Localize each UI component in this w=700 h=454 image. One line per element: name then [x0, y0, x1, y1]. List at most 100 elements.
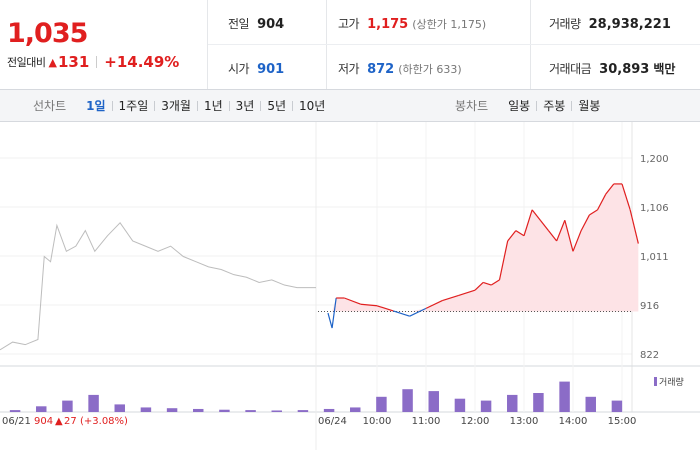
candle-chart-title: 봉차트 [455, 99, 489, 113]
price-chart: 1,200 1,106 1,011 916 822 거래량 06/21 904 ▲ 27 (+3.0… [0, 122, 700, 450]
x-time-label: 12:00 [461, 416, 490, 427]
line-chart-periods: 선차트 1일 1주일 3개월 1년 3년 5년 10년 [33, 90, 331, 121]
volume-bar [193, 408, 204, 412]
prev-day-line [0, 222, 316, 351]
price-line-segment [425, 300, 443, 309]
change-amount: 131 [57, 53, 90, 71]
volume-bar [376, 396, 387, 412]
prev-day-close: 904 [34, 416, 53, 427]
price-line-segment [360, 303, 378, 307]
volume-bar [559, 381, 570, 412]
open-stat: 시가 901 [228, 60, 284, 77]
prev-day-percent: (+3.08%) [80, 416, 128, 427]
x-time-label: 13:00 [510, 416, 539, 427]
price-line-segment [458, 289, 476, 296]
x-time-label: 15:00 [608, 416, 637, 427]
open-value: 901 [257, 62, 285, 77]
candle-tab-1[interactable]: 주봉 [543, 99, 566, 113]
divider [96, 56, 98, 68]
divider [111, 100, 113, 111]
change-percent: +14.49% [104, 53, 180, 71]
quote-header: 1,035 전일대비 ▲ 131 +14.49% 전일 904 시가 901 고… [0, 0, 700, 90]
chart-toolbar: 선차트 1일 1주일 3개월 1년 3년 5년 10년 봉차트 일봉 주봉 월봉 [0, 90, 700, 122]
amount-stat: 거래대금 30,893 백만 [549, 60, 675, 77]
period-tab-0[interactable]: 1일 [86, 99, 106, 113]
volume-bar [9, 410, 21, 412]
price-line-segment [393, 310, 410, 317]
volume-bar [402, 389, 413, 412]
volume-bar [454, 398, 466, 412]
price-line-segment [344, 297, 361, 305]
price-line-segment [572, 230, 582, 252]
price-line-segment [523, 209, 533, 236]
candle-tab-0[interactable]: 일봉 [508, 99, 531, 113]
divider [208, 44, 700, 45]
price-line-segment [589, 209, 598, 216]
period-tab-1[interactable]: 1주일 [118, 99, 149, 113]
volume-bar [323, 408, 335, 412]
up-triangle-icon: ▲ [48, 55, 57, 69]
volume-legend-swatch [654, 377, 657, 386]
price-line-segment [507, 230, 517, 242]
volume-label: 거래량 [549, 17, 581, 31]
candle-tab-2[interactable]: 월봉 [578, 99, 601, 113]
amount-unit: 백만 [653, 62, 676, 76]
y-tick-label: 916 [640, 301, 659, 312]
y-tick-label: 1,200 [640, 154, 669, 165]
high-stat: 고가 1,175 (상한가 1,175) [338, 15, 486, 32]
period-tab-5[interactable]: 5년 [267, 99, 287, 113]
x-date-label: 06/24 [318, 416, 347, 427]
volume-bar [166, 408, 178, 412]
price-line-segment [539, 219, 549, 231]
price-line-segment [621, 183, 631, 211]
price-line-segment [548, 230, 558, 242]
volume-bar [140, 407, 152, 412]
x-time-label: 11:00 [412, 416, 441, 427]
volume-bar [533, 393, 544, 412]
period-tab-3[interactable]: 1년 [203, 99, 223, 113]
period-tab-6[interactable]: 10년 [299, 99, 326, 113]
volume-bar [350, 407, 361, 412]
price-chart-svg: 1,200 1,106 1,011 916 822 거래량 06/21 904 ▲ 27 (+3.0… [0, 122, 700, 450]
change-row: 전일대비 ▲ 131 +14.49% [7, 53, 179, 71]
price-line-segment [498, 240, 509, 280]
current-price: 1,035 [7, 18, 88, 49]
volume-bar [114, 404, 125, 412]
change-label: 전일대비 [7, 56, 46, 69]
price-line-segment [596, 194, 607, 211]
y-tick-label: 1,011 [640, 252, 669, 263]
volume-bar [219, 409, 230, 412]
volume-bar [507, 394, 518, 412]
line-chart-title: 선차트 [33, 99, 67, 113]
x-time-label: 10:00 [363, 416, 392, 427]
price-box: 1,035 전일대비 ▲ 131 +14.49% [0, 0, 208, 89]
volume-bar [245, 410, 256, 412]
volume-legend-label: 거래량 [659, 376, 684, 388]
divider [154, 100, 156, 111]
period-tab-2[interactable]: 3개월 [161, 99, 191, 113]
price-line-segment [556, 220, 566, 242]
prev-day-change: 27 [64, 416, 77, 427]
price-line-segment [474, 282, 484, 291]
high-label: 고가 [338, 17, 360, 31]
volume-bar [36, 406, 47, 412]
open-label: 시가 [228, 62, 250, 76]
volume-bar [585, 396, 596, 412]
price-line-segment [564, 220, 574, 252]
price-line-segment [515, 230, 525, 237]
price-line-segment [580, 214, 590, 231]
low-stat: 저가 872 (하한가 633) [338, 60, 462, 77]
volume-bar [428, 391, 439, 412]
amount-value: 30,893 [599, 62, 650, 77]
low-value: 872 [367, 62, 395, 77]
divider [292, 100, 294, 111]
price-line-segment [482, 281, 492, 286]
volume-value: 28,938,221 [588, 17, 671, 32]
price-line-segment [376, 305, 394, 312]
upper-limit: (상한가 1,175) [412, 18, 487, 31]
period-tab-4[interactable]: 3년 [235, 99, 255, 113]
divider [260, 100, 262, 111]
price-line-segment [629, 209, 639, 244]
divider [571, 100, 573, 111]
